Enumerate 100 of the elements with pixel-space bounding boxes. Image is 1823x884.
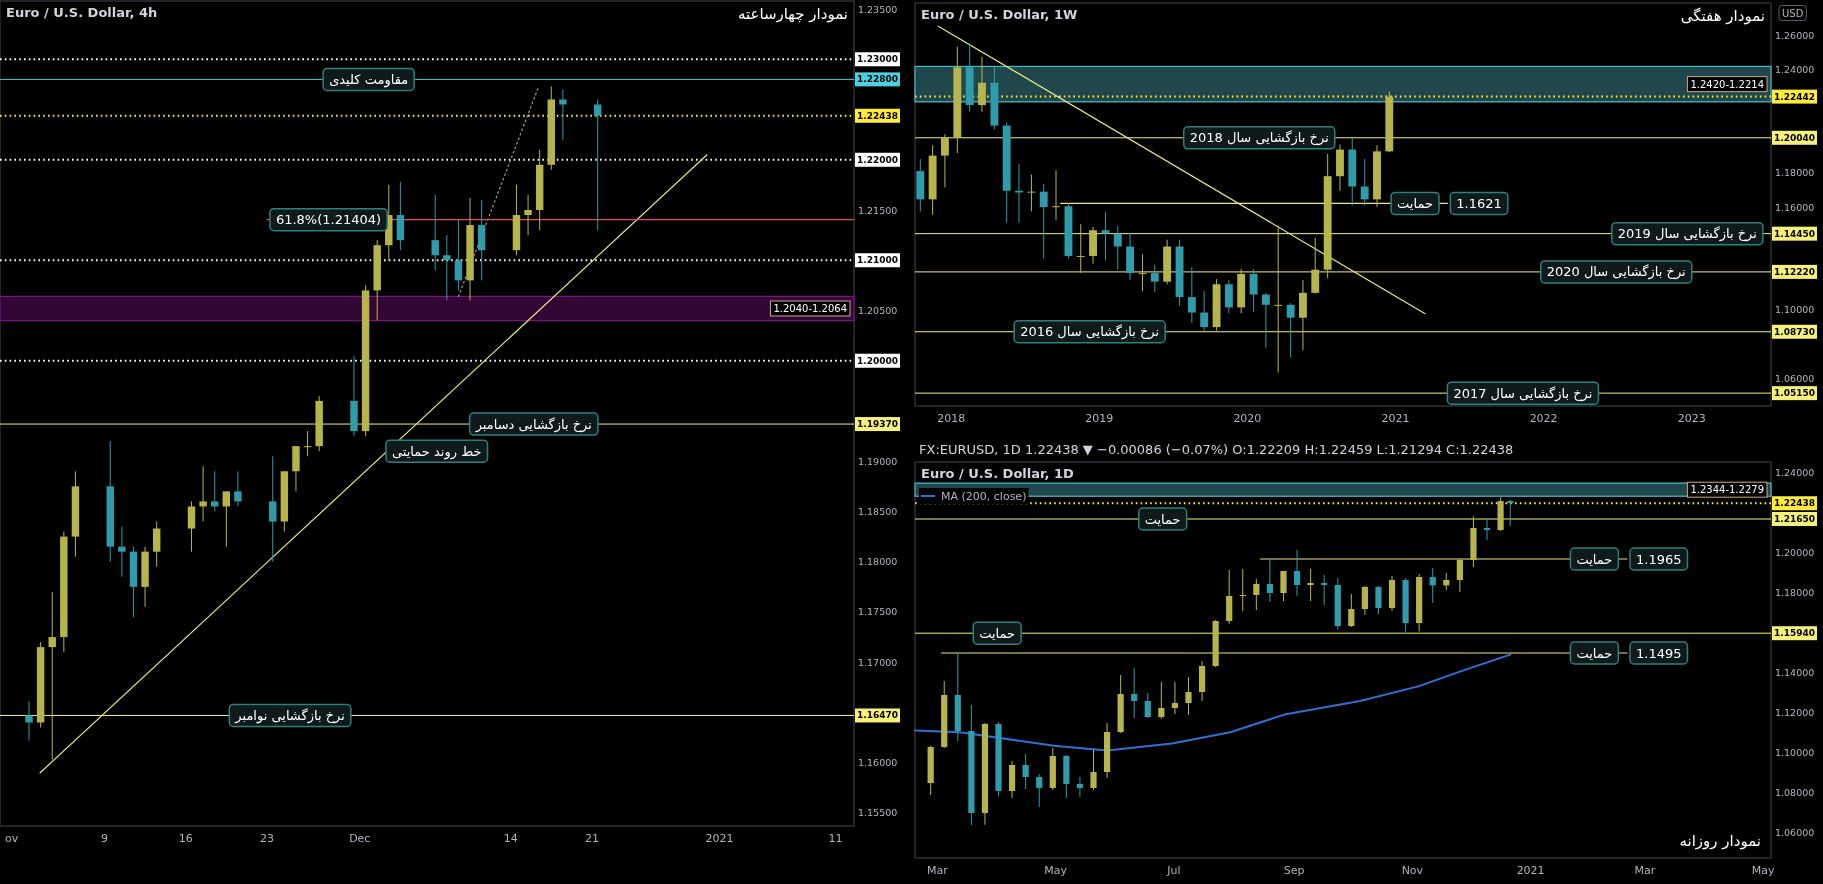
candlestick bbox=[1261, 292, 1270, 349]
y-tick-label: 1.20500 bbox=[858, 305, 898, 316]
candlestick bbox=[1456, 558, 1463, 593]
ref-line-label: 1.21000 bbox=[857, 255, 898, 266]
candlestick bbox=[431, 194, 439, 271]
chart-title: Euro / U.S. Dollar, 4h bbox=[6, 5, 158, 20]
y-tick-label: 1.17500 bbox=[858, 606, 898, 618]
candlestick bbox=[1360, 158, 1369, 206]
candlestick bbox=[1036, 773, 1043, 808]
x-tick-label: ov bbox=[4, 832, 19, 845]
annotation: نمودار روزانه bbox=[1679, 832, 1761, 850]
candlestick bbox=[1293, 549, 1301, 597]
x-tick-label: 2020 bbox=[1233, 412, 1262, 425]
y-tick-label: 1.06000 bbox=[1775, 826, 1815, 838]
y-tick-label: 1.26000 bbox=[1775, 30, 1815, 42]
candlestick bbox=[1200, 290, 1209, 332]
y-tick-label: 1.24000 bbox=[1775, 64, 1815, 76]
candlestick bbox=[1361, 585, 1368, 616]
candlestick bbox=[1274, 224, 1283, 374]
candlestick bbox=[234, 470, 242, 507]
ref-line-label: 1.21650 bbox=[1774, 514, 1815, 524]
annotation: نرخ بازگشایی دسامبر bbox=[474, 416, 592, 433]
line-series bbox=[914, 653, 1512, 752]
ref-line-label: 1.16470 bbox=[857, 710, 898, 721]
candlestick bbox=[1158, 681, 1165, 720]
y-tick-label: 1.06000 bbox=[1775, 373, 1815, 385]
candlestick bbox=[978, 56, 986, 113]
x-tick-label: Dec bbox=[349, 832, 371, 845]
ref-line-label: 1.15940 bbox=[1774, 628, 1815, 639]
candlestick bbox=[1348, 593, 1355, 628]
candlestick bbox=[1076, 223, 1085, 274]
annotation: نرخ بازگشایی سال 2019 bbox=[1617, 226, 1757, 243]
chart-title: Euro / U.S. Dollar, 1W bbox=[921, 7, 1078, 22]
annotation: حمایت bbox=[1576, 645, 1613, 661]
candlestick bbox=[118, 526, 126, 578]
candlestick bbox=[211, 470, 219, 512]
ref-line-label: 1.08730 bbox=[1774, 326, 1815, 337]
candlestick bbox=[940, 133, 949, 188]
y-tick-label: 1.17000 bbox=[858, 656, 898, 668]
candlestick bbox=[1052, 169, 1060, 221]
band-label: 1.2040-1.2064 bbox=[773, 302, 847, 314]
x-tick-label: Mar bbox=[927, 864, 949, 877]
ref-line-label: 1.23000 bbox=[857, 54, 898, 65]
y-tick-label: 1.23500 bbox=[858, 3, 898, 15]
candlestick bbox=[1266, 558, 1273, 603]
candlestick bbox=[1321, 574, 1328, 606]
candlestick bbox=[1144, 692, 1151, 719]
candlestick bbox=[1224, 279, 1233, 314]
y-tick-label: 1.18000 bbox=[1775, 586, 1815, 598]
ref-line-label: 1.22442 bbox=[1774, 91, 1815, 102]
y-tick-label: 1.15500 bbox=[858, 807, 898, 819]
candlestick bbox=[1171, 681, 1179, 715]
ref-line-label: 1.12220 bbox=[1774, 266, 1815, 277]
candlestick bbox=[1131, 667, 1138, 719]
x-tick-label: 2021 bbox=[1381, 412, 1410, 425]
x-tick-label: 9 bbox=[100, 832, 108, 845]
annotation: نرخ بازگشایی سال 2020 bbox=[1546, 264, 1686, 281]
annotation: مقاومت کلیدی bbox=[329, 71, 409, 88]
band-label: 1.2420-1.2214 bbox=[1690, 78, 1764, 90]
candlestick bbox=[48, 591, 56, 761]
chart-subtitle: نمودار چهارساعته bbox=[737, 5, 848, 23]
x-tick-label: 21 bbox=[584, 832, 599, 845]
annotation: حمایت bbox=[979, 625, 1016, 641]
candlestick bbox=[1286, 302, 1295, 358]
annotation: حمایت bbox=[1144, 511, 1181, 527]
annotation: نرخ بازگشایی سال 2018 bbox=[1189, 130, 1329, 147]
y-tick-label: 1.16000 bbox=[1775, 201, 1815, 213]
y-tick-label: 1.19000 bbox=[858, 455, 898, 467]
annotation: نرخ بازگشایی سال 2016 bbox=[1020, 324, 1160, 341]
y-tick-label: 1.18000 bbox=[1775, 167, 1815, 179]
y-tick-label: 1.24000 bbox=[1775, 466, 1815, 478]
annotation: 1.1621 bbox=[1456, 195, 1502, 211]
y-tick-label: 1.18500 bbox=[858, 505, 898, 517]
x-tick-label: May bbox=[1751, 864, 1776, 877]
annotation: نرخ بازگشایی سال 2017 bbox=[1453, 385, 1593, 402]
candlestick bbox=[1187, 266, 1196, 324]
annotation: حمایت bbox=[1576, 551, 1613, 567]
x-tick-label: Sep bbox=[1283, 864, 1305, 877]
x-tick-label: Nov bbox=[1401, 864, 1424, 877]
x-tick-label: 14 bbox=[503, 832, 518, 845]
candlestick bbox=[199, 465, 207, 523]
x-tick-label: 16 bbox=[178, 832, 193, 845]
annotation: نرخ بازگشایی نوامبر bbox=[234, 707, 345, 724]
x-tick-label: 2018 bbox=[937, 412, 966, 425]
candlestick bbox=[443, 234, 451, 301]
y-tick-label: 1.14000 bbox=[1775, 666, 1815, 678]
candlestick bbox=[187, 500, 196, 553]
candlestick bbox=[1429, 567, 1436, 604]
candlestick bbox=[1280, 570, 1287, 602]
candlestick bbox=[1090, 749, 1097, 791]
candlestick bbox=[152, 521, 161, 568]
candlestick bbox=[303, 430, 312, 457]
candlestick bbox=[222, 490, 231, 548]
candlestick bbox=[1483, 518, 1491, 541]
candlestick bbox=[1150, 264, 1159, 293]
ref-line-label: 1.19370 bbox=[857, 419, 898, 430]
candlestick bbox=[524, 194, 532, 236]
ref-line-label: 1.05150 bbox=[1774, 388, 1815, 399]
x-tick-label: 2023 bbox=[1677, 412, 1706, 425]
ref-line-label: 1.22800 bbox=[857, 74, 898, 85]
